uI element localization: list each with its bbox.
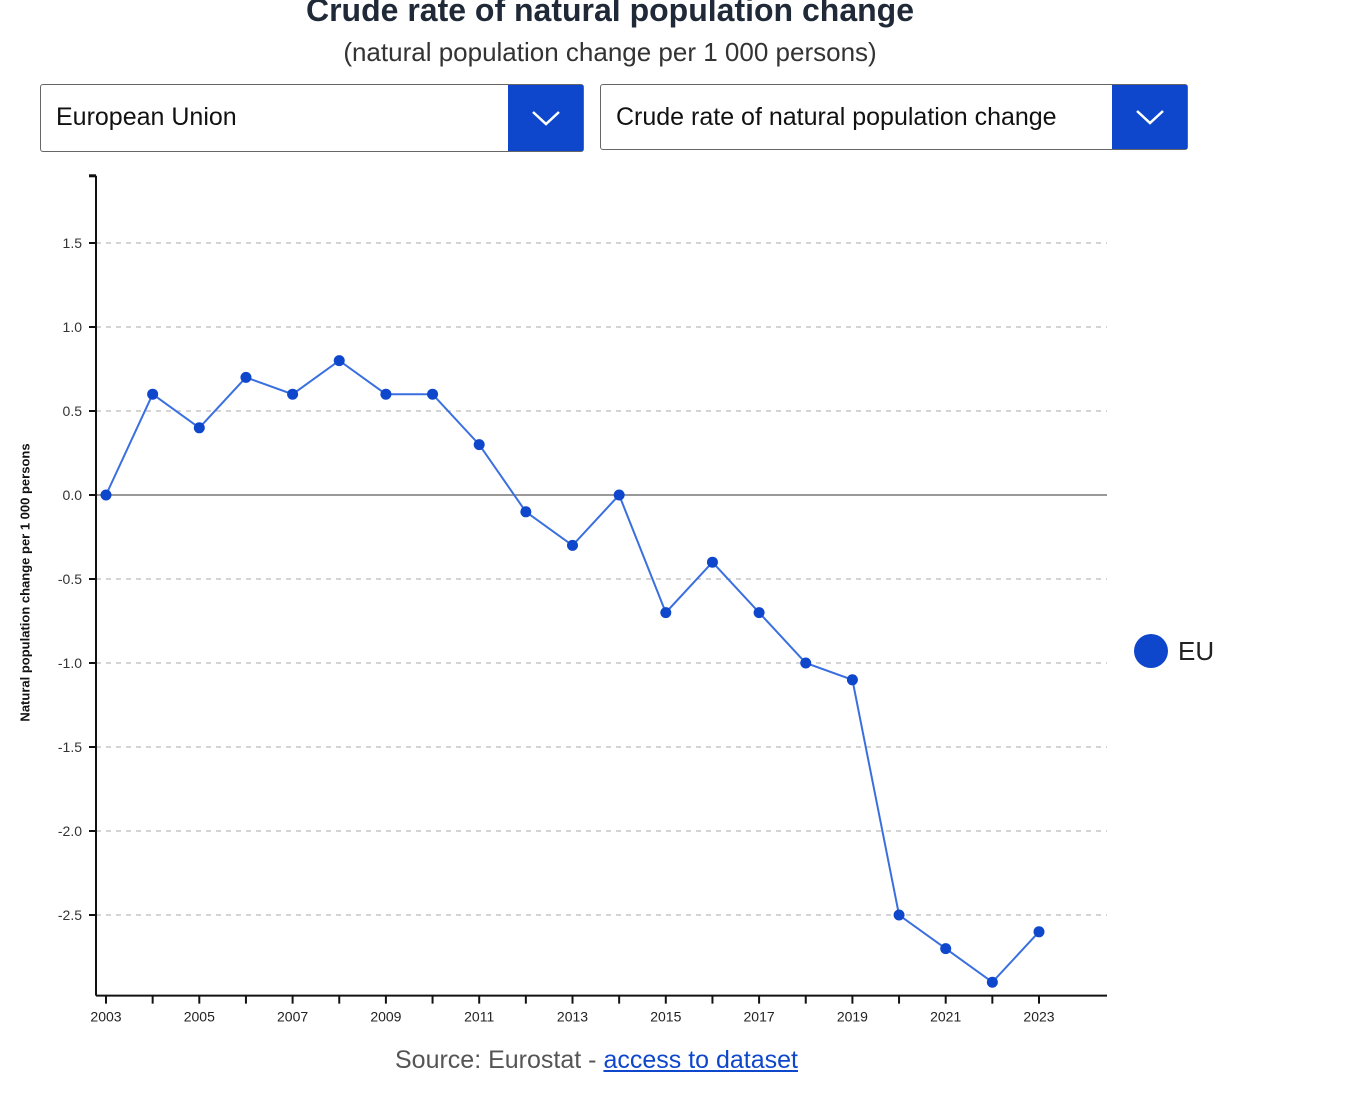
y-tick-label: 1.0: [63, 319, 83, 335]
data-point-2011: [473, 439, 485, 451]
data-point-2008: [333, 355, 345, 367]
dataset-link[interactable]: access to dataset: [603, 1046, 798, 1074]
indicator-dropdown-button[interactable]: [1112, 85, 1187, 149]
line-chart: 1.5 1.0 0.5 0.0 -0.5 -1.0 -1.5 -2.0 -2.5 2003 2005…: [58, 174, 1107, 1025]
data-point-2017: [753, 607, 765, 619]
x-tick-label: 2009: [370, 1009, 401, 1025]
chevron-down-icon: [1135, 110, 1164, 125]
chart-title: Crude rate of natural population change: [305, 0, 915, 28]
x-tick-label: 2021: [930, 1009, 961, 1025]
x-tick-label: 2017: [744, 1009, 775, 1025]
chart-subtitle: (natural population change per 1 000 per…: [343, 37, 877, 67]
data-point-2020: [893, 909, 905, 921]
legend-marker: [1134, 634, 1168, 668]
data-point-2010: [427, 388, 439, 400]
y-tick-label: 1.5: [63, 235, 83, 251]
data-point-2012: [520, 506, 532, 518]
x-tick-label: 2015: [650, 1009, 681, 1025]
x-tick-label: 2005: [184, 1009, 215, 1025]
indicator-select-value: Crude rate of natural population change: [616, 103, 1057, 131]
y-tick-label: -0.5: [58, 571, 82, 587]
x-tick-label: 2019: [837, 1009, 868, 1025]
x-tick-label: 2011: [464, 1009, 494, 1025]
data-point-2009: [380, 388, 392, 400]
data-point-2007: [287, 388, 299, 400]
data-point-2023: [1033, 926, 1045, 938]
source-note: Source: Eurostat - access to dataset: [395, 1046, 798, 1075]
chevron-down-icon: [531, 111, 560, 126]
x-tick-label: 2023: [1023, 1009, 1054, 1025]
data-point-2019: [846, 674, 858, 686]
x-tick-label: 2003: [90, 1009, 121, 1025]
y-tick-label: 0.0: [63, 487, 83, 503]
data-point-2014: [613, 489, 625, 501]
series-line-eu: [105, 359, 1040, 984]
data-point-2005: [193, 422, 205, 434]
data-point-2022: [986, 976, 998, 988]
y-tick-label: 0.5: [63, 403, 83, 419]
data-point-2021: [940, 943, 952, 955]
data-point-2018: [800, 657, 812, 669]
indicator-select[interactable]: Crude rate of natural population change: [600, 84, 1188, 150]
data-point-2004: [147, 388, 159, 400]
geo-select[interactable]: European Union: [40, 84, 584, 152]
data-point-2013: [567, 539, 578, 551]
y-tick-label: -2.5: [58, 907, 82, 923]
y-tick-label: -2.0: [58, 823, 82, 839]
data-point-2016: [706, 556, 718, 568]
geo-dropdown-button[interactable]: [508, 85, 583, 151]
geo-select-value: European Union: [56, 103, 237, 131]
legend-item-eu[interactable]: EU: [1134, 634, 1214, 668]
y-tick-label: -1.0: [58, 655, 82, 671]
source-text: Source: Eurostat -: [395, 1046, 604, 1074]
legend-label: EU: [1178, 635, 1215, 666]
data-point-2003: [100, 489, 112, 501]
x-tick-label: 2007: [277, 1009, 308, 1025]
y-tick-label: -1.5: [58, 739, 82, 755]
data-point-2006: [240, 371, 252, 383]
x-tick-label: 2013: [557, 1009, 588, 1025]
data-point-2015: [660, 607, 672, 619]
